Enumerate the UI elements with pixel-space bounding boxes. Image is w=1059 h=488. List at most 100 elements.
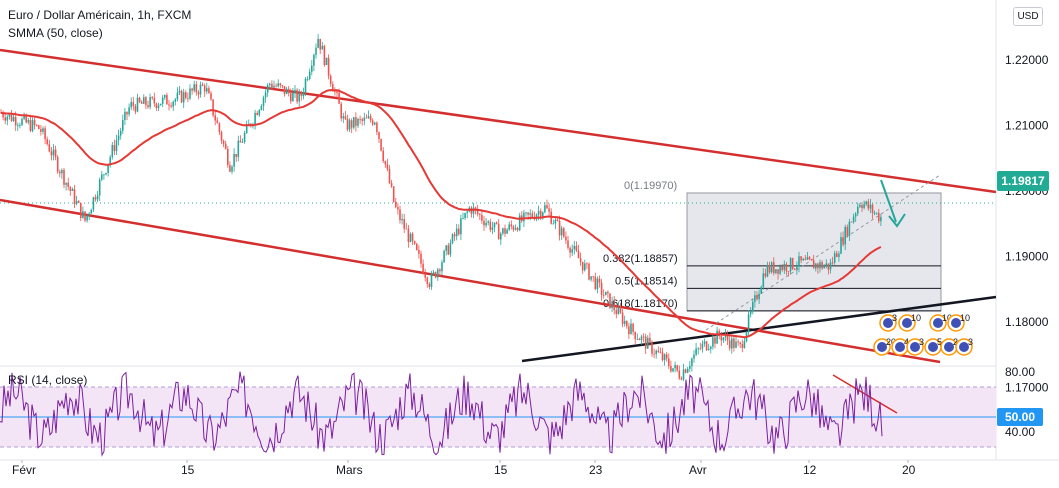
candle-body (632, 323, 634, 332)
candle-body (439, 269, 441, 272)
candle-body (567, 240, 569, 248)
price-axis-tick: 1.17000 (1005, 381, 1049, 395)
candle-body (552, 223, 555, 225)
candle-body (302, 92, 305, 97)
candle-body (107, 164, 109, 173)
candle-body (875, 212, 878, 214)
candle-body (812, 260, 815, 269)
candle-body (67, 182, 69, 187)
candle-body (840, 237, 842, 254)
indicator-label[interactable]: SMMA (50, close) (8, 26, 103, 40)
candle-body (712, 337, 714, 347)
time-axis-tick: 12 (803, 463, 817, 477)
candle-body (237, 140, 240, 157)
candle-body (361, 119, 363, 121)
candle-body (817, 263, 819, 269)
candle-body (684, 369, 687, 373)
candle-body (350, 120, 353, 128)
candle-body (781, 266, 783, 271)
candle-body (653, 353, 655, 355)
candle-body (605, 291, 607, 296)
candle-body (613, 301, 615, 311)
candle-body (642, 336, 645, 338)
rsi-label[interactable]: RSI (14, close) (8, 373, 88, 387)
candle-body (290, 93, 292, 102)
rsi-value-tag: 50.00 (997, 408, 1043, 426)
candle-body (266, 85, 269, 93)
symbol-title[interactable]: Euro / Dollar Américain, 1h, FXCM (8, 8, 192, 22)
candle-body (703, 341, 706, 344)
candle-body (560, 228, 563, 236)
candle-body (829, 262, 832, 270)
candle-body (35, 125, 38, 126)
candle-body (762, 273, 765, 288)
candle-body (716, 330, 718, 344)
candle-body (71, 189, 74, 191)
candle-body (77, 201, 80, 203)
currency-badge[interactable]: USD (1013, 7, 1043, 26)
candle-body (430, 274, 433, 287)
candle-body (386, 164, 389, 169)
candle-body (764, 273, 767, 277)
candle-body (659, 352, 662, 353)
candle-body (344, 116, 347, 119)
candle-body (581, 261, 584, 271)
candle-body (854, 213, 857, 217)
candle-body (539, 210, 542, 217)
candle-body (743, 341, 746, 348)
candle-body (525, 212, 527, 214)
candle-body (483, 220, 485, 226)
candle-body (101, 174, 103, 180)
candle-body (588, 263, 590, 280)
candle-body (689, 366, 691, 369)
candle-body (73, 189, 76, 205)
candle-body (565, 236, 567, 241)
candle-body (848, 221, 851, 236)
candle-body (178, 90, 181, 93)
candle-body (491, 227, 494, 230)
candle-body (661, 352, 664, 361)
candle-body (84, 211, 86, 221)
candle-body (638, 338, 641, 341)
candle-body (798, 256, 800, 267)
candle-body (191, 88, 193, 91)
candle-body (65, 182, 67, 185)
candle-body (166, 95, 168, 105)
candle-body (300, 93, 303, 97)
candle-body (479, 214, 481, 215)
candle-body (640, 336, 643, 341)
candle-body (292, 92, 294, 102)
candle-body (493, 222, 496, 228)
candle-body (363, 117, 366, 121)
candle-body (502, 228, 504, 234)
candle-body (80, 202, 82, 218)
candle-body (0, 112, 2, 114)
candle-body (691, 358, 693, 367)
candle-body (823, 265, 825, 269)
candle-body (722, 337, 725, 341)
candle-body (206, 88, 208, 92)
candle-body (130, 102, 132, 108)
candle-body (214, 115, 216, 121)
candle-body (155, 103, 158, 108)
candle-body (586, 263, 588, 265)
candle-body (611, 301, 613, 309)
fib-level-label: 0(1.19970) (624, 180, 677, 192)
candle-body (367, 116, 370, 119)
candle-body (88, 213, 90, 216)
event-flag-icon (928, 342, 938, 352)
candle-body (707, 348, 710, 350)
candle-body (569, 247, 571, 253)
event-flag-icon (944, 342, 954, 352)
candle-body (296, 89, 298, 102)
candle-body (283, 85, 286, 94)
event-flag-icon (959, 342, 969, 352)
candle-body (332, 84, 334, 92)
event-marker-label: 3 (968, 337, 973, 347)
candle-body (880, 216, 882, 222)
candle-body (695, 348, 697, 355)
candle-body (819, 262, 821, 269)
candle-body (831, 262, 834, 264)
